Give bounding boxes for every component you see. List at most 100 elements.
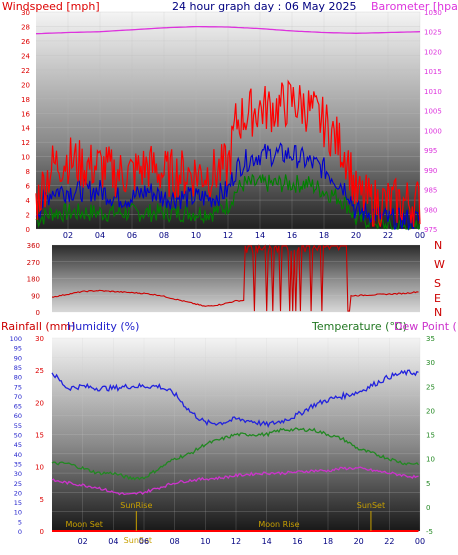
- rain-tick-label: 30: [35, 335, 44, 343]
- humidity-tick-label: 35: [14, 460, 22, 468]
- rain-tick-label: 5: [40, 496, 44, 504]
- astro-label: SunSet: [357, 501, 385, 510]
- temperature-tick-label: 10: [426, 456, 435, 464]
- humidity-tick-label: 90: [14, 354, 22, 362]
- compass-n-top: N: [434, 239, 442, 252]
- compass-n-bottom: N: [434, 306, 442, 319]
- hour-tick-label: 10: [200, 537, 210, 546]
- humidity-tick-label: 75: [14, 383, 22, 391]
- humidity-tick-label: 55: [14, 422, 22, 430]
- barometer-tick-label: 995: [424, 147, 437, 155]
- series-layer: SunRise SunSet Moon Set Moon Rise SunSet: [35, 25, 421, 545]
- wind-tick-label: 12: [21, 139, 30, 147]
- hour-tick-label: 04: [108, 537, 118, 546]
- humidity-tick-label: 5: [18, 518, 22, 526]
- hour-tick-label: 00: [415, 537, 425, 546]
- hour-tick-label: 02: [63, 231, 73, 240]
- temperature-tick-label: 25: [426, 383, 435, 391]
- hour-tick-label: 12: [223, 231, 233, 240]
- direction-tick-label: 180: [27, 276, 40, 284]
- temperature-tick-label: 15: [426, 432, 435, 440]
- hour-tick-label: 04: [95, 231, 105, 240]
- wind-tick-label: 14: [21, 125, 30, 133]
- wind-tick-label: 30: [21, 9, 30, 17]
- wind-tick-label: 20: [21, 81, 30, 89]
- rain-tick-label: 20: [35, 399, 44, 407]
- compass-s: S: [434, 277, 441, 290]
- hour-tick-label: 14: [255, 231, 265, 240]
- humidity-tick-label: 50: [14, 432, 22, 440]
- wind-tick-label: 16: [21, 110, 30, 118]
- hour-tick-label: 20: [354, 537, 364, 546]
- hour-tick-label: 16: [292, 537, 302, 546]
- humidity-tick-label: 40: [14, 451, 22, 459]
- compass-w: W: [434, 258, 445, 271]
- direction-tick-label: 270: [27, 259, 40, 267]
- barometer-tick-label: 990: [424, 167, 437, 175]
- hour-tick-label: 02: [78, 537, 88, 546]
- humidity-tick-label: 60: [14, 412, 22, 420]
- temperature-line: [51, 427, 420, 481]
- wind-tick-label: 8: [26, 168, 30, 176]
- wind-tick-label: 26: [21, 38, 30, 46]
- hour-tick-label: 20: [351, 231, 361, 240]
- barometer-line: [35, 25, 421, 35]
- barometer-tick-label: 975: [424, 226, 437, 234]
- direction-tick-label: 90: [31, 292, 40, 300]
- wind-tick-label: 22: [21, 67, 30, 75]
- hour-tick-label: 08: [159, 231, 169, 240]
- temperature-tick-label: -5: [426, 528, 433, 536]
- hour-tick-label: 22: [383, 231, 393, 240]
- humidity-tick-label: 30: [14, 470, 22, 478]
- direction-tick-label: 360: [27, 242, 40, 250]
- astro-label: SunSet: [124, 536, 152, 545]
- hour-tick-label: 06: [139, 537, 149, 546]
- barometer-tick-label: 1025: [424, 29, 442, 37]
- barometer-axis-title: Barometer [hpa]: [371, 0, 458, 13]
- humidity-tick-label: 0: [18, 528, 22, 536]
- humidity-tick-label: 100: [10, 335, 22, 343]
- barometer-tick-label: 1015: [424, 68, 442, 76]
- wind-tick-label: 28: [21, 23, 30, 31]
- windspeed-axis-title: Windspeed [mph]: [2, 0, 100, 13]
- wind-tick-label: 24: [21, 52, 30, 60]
- wind-tick-label: 0: [26, 226, 30, 234]
- temperature-tick-label: 0: [426, 504, 430, 512]
- hour-tick-label: 14: [262, 537, 272, 546]
- humidity-tick-label: 80: [14, 374, 22, 382]
- humidity-tick-label: 25: [14, 480, 22, 488]
- wind-tick-label: 2: [26, 212, 30, 220]
- barometer-tick-label: 1030: [424, 9, 442, 17]
- humidity-tick-label: 95: [14, 345, 22, 353]
- hour-tick-label: 18: [319, 231, 329, 240]
- hour-tick-label: 08: [170, 537, 180, 546]
- hour-tick-label: 06: [127, 231, 137, 240]
- rain-tick-label: 10: [35, 464, 44, 472]
- barometer-tick-label: 1020: [424, 48, 442, 56]
- humidity-tick-label: 70: [14, 393, 22, 401]
- wind-tick-label: 4: [26, 197, 31, 205]
- rainfall-axis-title: Rainfall (mm): [1, 320, 75, 333]
- direction-tick-label: 0: [36, 309, 40, 317]
- graph-title: 24 hour graph day : 06 May 2025: [172, 0, 357, 13]
- compass-e: E: [434, 292, 441, 305]
- humidity-tick-label: 20: [14, 489, 22, 497]
- wind-tick-label: 10: [21, 154, 30, 162]
- humidity-axis-title: Humidity (%): [67, 320, 139, 333]
- temperature-tick-label: 20: [426, 407, 435, 415]
- wind-average-line: [35, 142, 421, 231]
- wind-direction-line: [51, 244, 419, 312]
- wind-tick-label: 6: [26, 183, 31, 191]
- dew_point-line: [51, 466, 419, 496]
- wind-panel-background: [36, 12, 420, 229]
- astro-label: Moon Rise: [258, 520, 299, 529]
- humidity-tick-label: 15: [14, 499, 22, 507]
- humidity-tick-label: 10: [14, 509, 22, 517]
- hour-tick-label: 22: [384, 537, 394, 546]
- hour-tick-label: 16: [287, 231, 297, 240]
- humidity-line: [51, 369, 419, 429]
- astro-label: Moon Set: [65, 520, 102, 529]
- barometer-tick-label: 1005: [424, 108, 442, 116]
- barometer-tick-label: 1000: [424, 127, 442, 135]
- humidity-tick-label: 85: [14, 364, 22, 372]
